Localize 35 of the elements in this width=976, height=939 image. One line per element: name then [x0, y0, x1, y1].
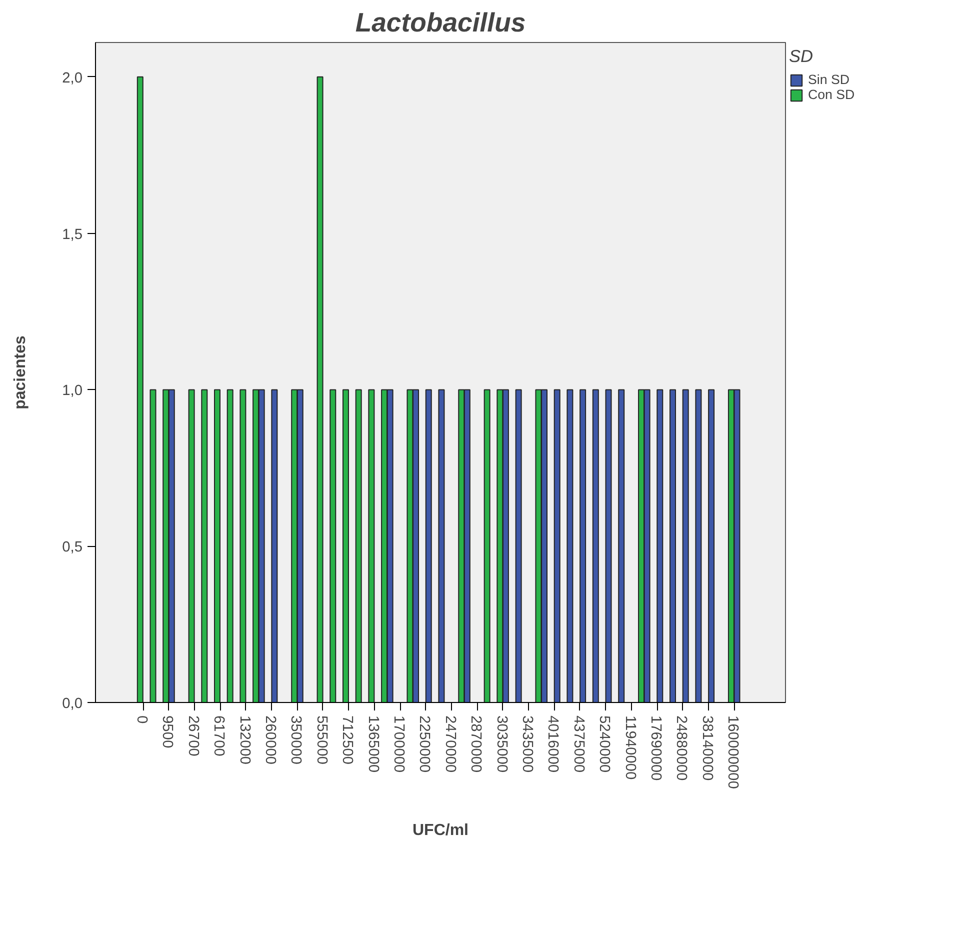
- x-tick-label: 3035000: [493, 716, 510, 773]
- chart-title: Lactobacillus: [355, 8, 526, 38]
- x-tick-label: 160000000: [724, 716, 741, 789]
- x-tick-label: 2470000: [442, 716, 458, 773]
- x-tick-label: 555000: [313, 716, 330, 764]
- legend-title: SD: [789, 46, 814, 67]
- x-tick-label: 132000: [236, 716, 252, 764]
- x-tick-label: 2870000: [468, 716, 484, 773]
- x-tick-label: 9500: [159, 716, 176, 748]
- x-tick-label: 5240000: [596, 716, 612, 773]
- x-tick-label: 4375000: [570, 716, 586, 773]
- x-tick-label: 38140000: [698, 716, 715, 781]
- x-tick-label: 712500: [339, 716, 356, 764]
- x-tick-label: 61700: [210, 716, 227, 756]
- x-tick-label: 11940000: [622, 716, 638, 780]
- y-tick-label: 0,5: [62, 540, 82, 556]
- y-tick-label: 1,0: [62, 383, 82, 400]
- legend-label: Sin SD: [808, 72, 850, 87]
- x-tick-label: 3435000: [519, 716, 536, 773]
- x-tick-label: 24880000: [673, 716, 690, 781]
- y-tick-label: 2,0: [62, 70, 82, 86]
- x-tick-label: 0: [134, 716, 150, 724]
- y-tick-label: 1,5: [62, 226, 82, 243]
- x-tick-label: 260000: [262, 716, 278, 764]
- x-tick-label: 1700000: [390, 716, 407, 773]
- x-tick-label: 350000: [288, 716, 304, 764]
- x-tick-label: 26700: [184, 716, 201, 756]
- x-tick-label: 4016000: [544, 716, 561, 773]
- x-axis-title: UFC/ml: [412, 822, 468, 839]
- legend-label: Con SD: [808, 87, 855, 102]
- y-tick-label: 0,0: [62, 696, 82, 712]
- x-tick-label: 17690000: [648, 716, 664, 781]
- x-tick-label: 1365000: [364, 716, 381, 773]
- y-axis-title: pacientes: [12, 335, 30, 410]
- x-tick-label: 2250000: [416, 716, 432, 773]
